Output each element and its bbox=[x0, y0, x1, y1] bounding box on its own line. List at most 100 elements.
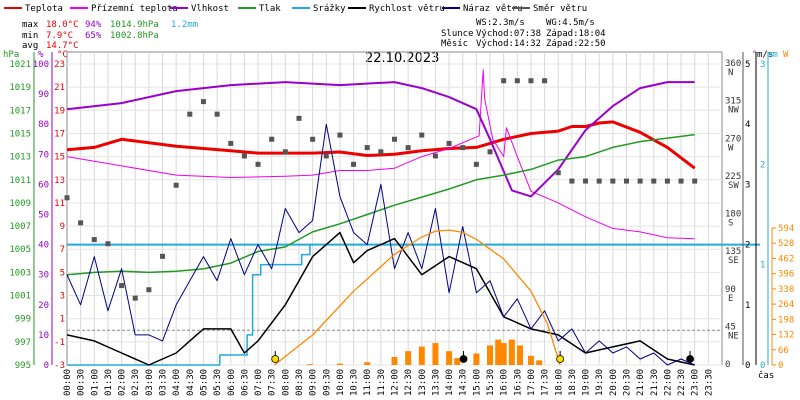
x-tick-label: 06:30 bbox=[240, 369, 250, 396]
sunset-marker bbox=[556, 355, 565, 363]
unit-direction: ° bbox=[752, 50, 757, 60]
wind-direction-point bbox=[105, 241, 111, 247]
x-tick-label: 05:30 bbox=[213, 369, 223, 396]
wind-tick: 5 bbox=[745, 60, 750, 70]
sun-bar bbox=[536, 360, 543, 365]
x-tick-label: 08:30 bbox=[295, 369, 305, 396]
wind-direction-point bbox=[241, 153, 247, 159]
wind-direction-point bbox=[214, 111, 220, 117]
x-tick-label: 23:30 bbox=[704, 369, 714, 396]
pressure-tick: 1007 bbox=[9, 222, 31, 232]
wind-direction-point bbox=[173, 182, 179, 188]
wind-tick: 4 bbox=[745, 120, 750, 130]
stat-max-temp: 18.0°C bbox=[46, 20, 79, 30]
wind-direction-point bbox=[610, 178, 616, 184]
moonset-marker bbox=[686, 355, 694, 363]
humidity-tick: 30 bbox=[38, 271, 49, 281]
wind-direction-point bbox=[91, 237, 97, 243]
sun-bar bbox=[446, 351, 453, 365]
left-axes: 1021101910171015101310111009100710051003… bbox=[9, 52, 65, 371]
x-tick-label: 04:30 bbox=[186, 369, 196, 396]
sun-bar bbox=[517, 345, 524, 365]
x-tick-label: 07:00 bbox=[254, 369, 264, 396]
wind-direction-point bbox=[678, 178, 684, 184]
wind-direction-point bbox=[419, 132, 425, 138]
sun-bar bbox=[487, 345, 494, 365]
legend-label-prizemni-teplota: Přízemní teplota bbox=[91, 4, 178, 14]
wind-tick: 1 bbox=[745, 301, 750, 311]
x-tick-label: 04:00 bbox=[172, 369, 182, 396]
x-tick-label: 02:00 bbox=[118, 369, 128, 396]
wind-direction-point bbox=[555, 170, 561, 176]
x-tick-label: 17:00 bbox=[527, 369, 537, 396]
x-tick-label: 10:30 bbox=[350, 369, 360, 396]
direction-label: NE bbox=[728, 331, 739, 341]
x-tick-label: 05:00 bbox=[199, 369, 209, 396]
temperature-tick: 11 bbox=[54, 199, 65, 209]
wind-direction-point bbox=[296, 115, 302, 121]
humidity-tick: 80 bbox=[38, 120, 49, 130]
wind-direction-point bbox=[269, 136, 275, 142]
x-tick-label: 22:00 bbox=[663, 369, 673, 396]
x-tick-label: 22:30 bbox=[677, 369, 687, 396]
wind-direction-point bbox=[528, 78, 534, 84]
sun-tick: 462 bbox=[778, 254, 794, 264]
legend-label-srazky: Srážky bbox=[313, 4, 346, 14]
sun-bar bbox=[527, 355, 534, 365]
pressure-tick: 995 bbox=[15, 361, 31, 371]
x-tick-label: 10:00 bbox=[336, 369, 346, 396]
humidity-tick: 70 bbox=[38, 150, 49, 160]
series-srazky bbox=[67, 243, 695, 366]
x-tick-label: 00:00 bbox=[63, 369, 73, 396]
x-tick-label: 09:30 bbox=[322, 369, 332, 396]
sun-bar bbox=[500, 343, 507, 365]
wind-direction-point bbox=[501, 78, 507, 84]
wind-direction-point bbox=[392, 136, 397, 142]
humidity-tick: 60 bbox=[38, 180, 49, 190]
series-layer bbox=[64, 69, 698, 366]
wind-direction-point bbox=[364, 145, 370, 151]
wind-direction-point bbox=[637, 178, 643, 184]
x-tick-label: 21:00 bbox=[636, 369, 646, 396]
pressure-tick: 1005 bbox=[9, 245, 31, 255]
legend-label-rychlost-vetru: Rychlost větru bbox=[369, 4, 445, 14]
x-tick-label: 15:00 bbox=[472, 369, 482, 396]
sun-bar bbox=[336, 363, 343, 365]
wind-direction-point bbox=[514, 78, 520, 84]
rain-tick: 0 bbox=[760, 361, 765, 371]
x-tick-label: 16:00 bbox=[500, 369, 510, 396]
unit-temperature: °C bbox=[57, 50, 68, 60]
wind-gust-info: WG:4.5m/s bbox=[546, 18, 595, 28]
moonrise-marker bbox=[459, 355, 468, 363]
pressure-tick: 999 bbox=[15, 315, 31, 325]
x-tick-label: 08:00 bbox=[281, 369, 291, 396]
temperature-tick: 3 bbox=[60, 292, 65, 302]
humidity-tick: 10 bbox=[38, 331, 49, 341]
direction-tick: 180 bbox=[725, 210, 741, 220]
x-tick-label: 09:00 bbox=[309, 369, 319, 396]
sun-bar bbox=[508, 339, 515, 365]
moon-label: Měsíc bbox=[441, 39, 468, 49]
wind-direction-point bbox=[160, 253, 166, 259]
sun-bar bbox=[432, 343, 439, 365]
wind-tick: 3 bbox=[745, 180, 750, 190]
wind-direction-point bbox=[569, 178, 575, 184]
x-tick-label: 07:30 bbox=[268, 369, 278, 396]
direction-label: SW bbox=[728, 181, 739, 191]
x-tick-label: 18:30 bbox=[568, 369, 578, 396]
wind-direction-point bbox=[228, 140, 234, 146]
direction-label: S bbox=[728, 219, 733, 229]
wind-tick: 2 bbox=[745, 241, 750, 251]
temperature-tick: 19 bbox=[54, 106, 65, 116]
sun-bar bbox=[495, 339, 502, 365]
series-prizemni-teplota bbox=[66, 69, 695, 240]
sun-bar bbox=[454, 358, 461, 365]
x-tick-label: 11:30 bbox=[377, 369, 387, 396]
direction-label: SE bbox=[728, 256, 739, 266]
sun-layer bbox=[306, 339, 543, 365]
unit-rain: mm bbox=[767, 50, 778, 60]
stat-max-label: max bbox=[22, 20, 39, 30]
x-tick-label: 03:00 bbox=[145, 369, 155, 396]
wind-direction-point bbox=[664, 178, 670, 184]
